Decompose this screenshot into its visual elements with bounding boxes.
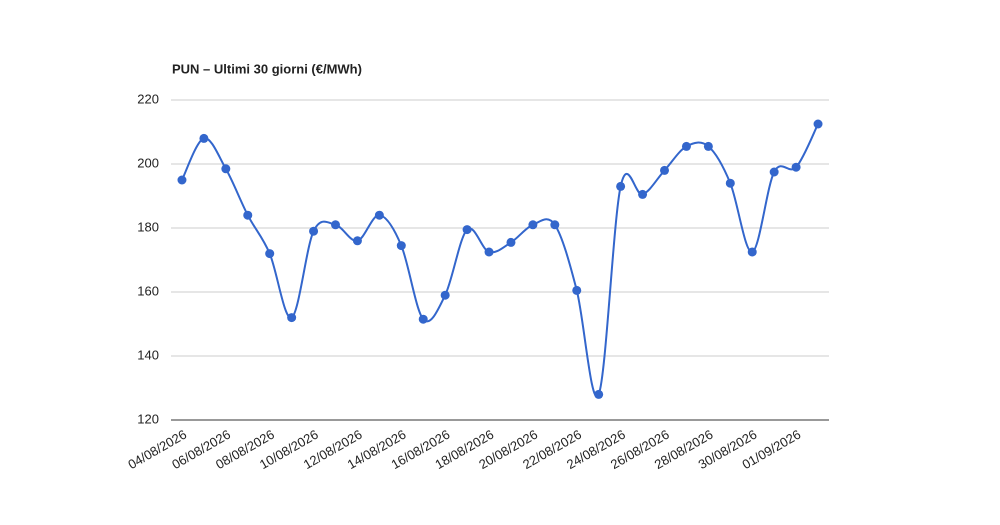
point [177,175,187,185]
y-tick-label: 120 [137,411,159,426]
y-tick-label: 220 [137,91,159,106]
point [528,220,538,230]
point [221,164,231,174]
point [352,236,362,246]
point [462,225,472,235]
point [572,285,582,295]
y-tick-label: 140 [137,347,159,362]
point [440,290,450,300]
point [638,189,648,199]
point [265,249,275,259]
point [813,119,823,129]
point [374,210,384,220]
chart-title: PUN – Ultimi 30 giorni (€/MWh) [172,61,362,76]
y-tick-label: 160 [137,283,159,298]
point [243,210,253,220]
point [199,133,209,143]
point [550,220,560,230]
point [791,162,801,172]
point [287,313,297,323]
point [725,178,735,188]
point [681,141,691,151]
y-tick-label: 200 [137,155,159,170]
point [396,241,406,251]
point [703,141,713,151]
point [331,220,340,230]
y-tick-label: 180 [137,219,159,234]
point [484,247,494,257]
point [769,167,779,177]
point [594,389,604,399]
point [660,165,669,175]
point [506,237,516,247]
point [418,314,428,324]
point [747,247,757,257]
point [616,181,626,191]
point [309,226,319,236]
